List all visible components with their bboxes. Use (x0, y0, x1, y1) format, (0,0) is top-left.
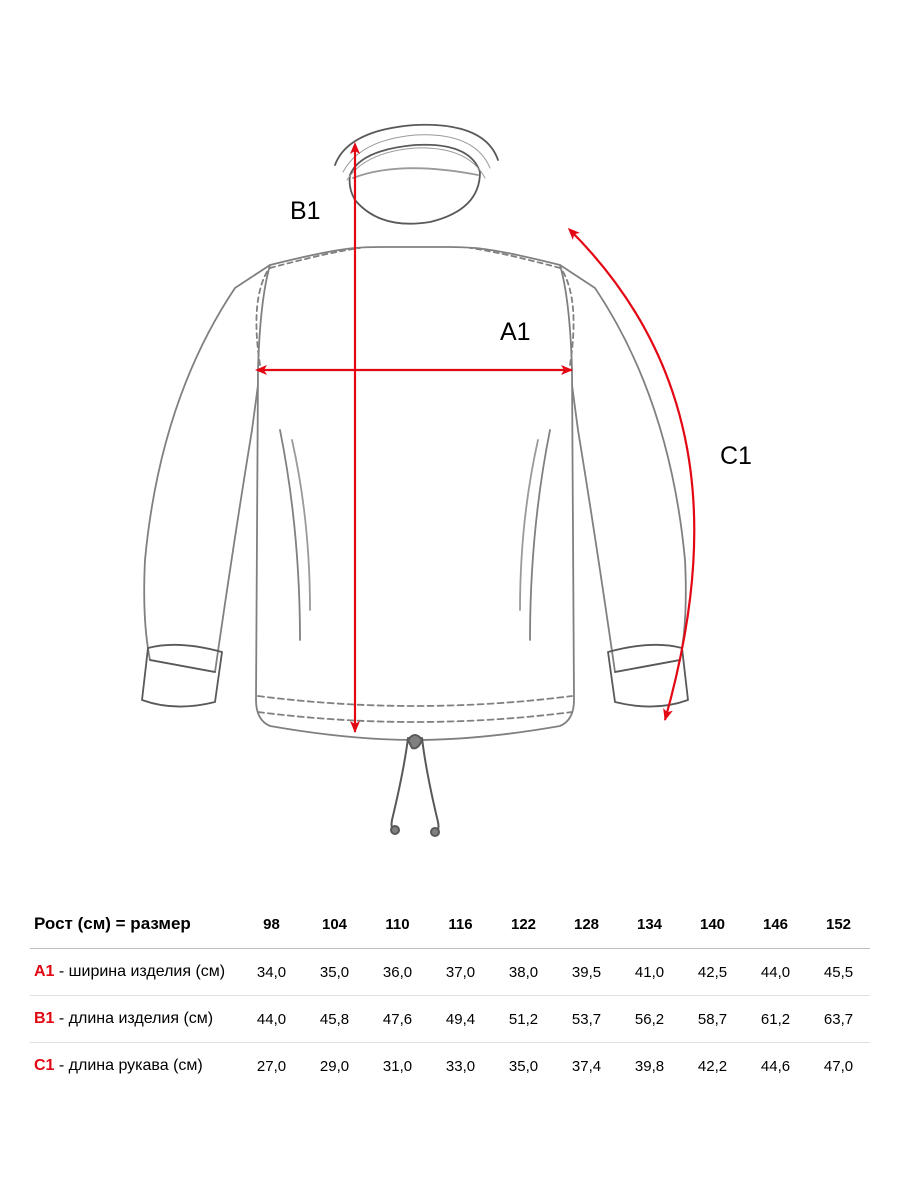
row-code: C1 (34, 1057, 54, 1074)
cell: 45,8 (303, 996, 366, 1043)
table-row: A1 - ширина изделия (см) 34,0 35,0 36,0 … (30, 949, 870, 996)
cell: 38,0 (492, 949, 555, 996)
size-col: 104 (303, 900, 366, 949)
table-row: B1 - длина изделия (см) 44,0 45,8 47,6 4… (30, 996, 870, 1043)
cell: 63,7 (807, 996, 870, 1043)
row-label: C1 - длина рукава (см) (30, 1043, 240, 1090)
size-table: Рост (см) = размер 98 104 110 116 122 12… (30, 900, 870, 1089)
cell: 42,5 (681, 949, 744, 996)
cell: 51,2 (492, 996, 555, 1043)
row-desc: - ширина изделия (см) (54, 963, 225, 980)
cell: 35,0 (492, 1043, 555, 1090)
size-col: 110 (366, 900, 429, 949)
label-b1: B1 (290, 197, 321, 226)
cell: 47,6 (366, 996, 429, 1043)
cell: 41,0 (618, 949, 681, 996)
cell: 61,2 (744, 996, 807, 1043)
row-code: B1 (34, 1010, 54, 1027)
cell: 39,5 (555, 949, 618, 996)
cell: 44,0 (744, 949, 807, 996)
cell: 36,0 (366, 949, 429, 996)
cell: 42,2 (681, 1043, 744, 1090)
cell: 39,8 (618, 1043, 681, 1090)
garment-diagram: B1 A1 C1 (0, 0, 900, 900)
cell: 33,0 (429, 1043, 492, 1090)
size-table-header-row: Рост (см) = размер 98 104 110 116 122 12… (30, 900, 870, 949)
cell: 44,0 (240, 996, 303, 1043)
cell: 47,0 (807, 1043, 870, 1090)
cell: 37,4 (555, 1043, 618, 1090)
cell: 58,7 (681, 996, 744, 1043)
cell: 45,5 (807, 949, 870, 996)
cell: 44,6 (744, 1043, 807, 1090)
row-code: A1 (34, 963, 54, 980)
label-c1: C1 (720, 442, 752, 471)
size-col: 146 (744, 900, 807, 949)
size-col: 152 (807, 900, 870, 949)
cell: 37,0 (429, 949, 492, 996)
size-table-container: Рост (см) = размер 98 104 110 116 122 12… (30, 900, 870, 1089)
size-chart-page: B1 A1 C1 Рост (см) = размер 98 104 110 1… (0, 0, 900, 1200)
cell: 31,0 (366, 1043, 429, 1090)
row-label: B1 - длина изделия (см) (30, 996, 240, 1043)
label-a1: A1 (500, 318, 531, 347)
cell: 34,0 (240, 949, 303, 996)
cell: 35,0 (303, 949, 366, 996)
cell: 27,0 (240, 1043, 303, 1090)
size-col: 98 (240, 900, 303, 949)
garment-svg (0, 0, 900, 900)
row-desc: - длина рукава (см) (54, 1057, 202, 1074)
garment-outline (142, 125, 688, 836)
table-row: C1 - длина рукава (см) 27,0 29,0 31,0 33… (30, 1043, 870, 1090)
row-desc: - длина изделия (см) (54, 1010, 213, 1027)
cell: 53,7 (555, 996, 618, 1043)
cell: 56,2 (618, 996, 681, 1043)
row-label: A1 - ширина изделия (см) (30, 949, 240, 996)
header-label: Рост (см) = размер (30, 900, 240, 949)
size-col: 134 (618, 900, 681, 949)
size-col: 122 (492, 900, 555, 949)
size-col: 116 (429, 900, 492, 949)
cell: 49,4 (429, 996, 492, 1043)
size-col: 140 (681, 900, 744, 949)
size-col: 128 (555, 900, 618, 949)
cell: 29,0 (303, 1043, 366, 1090)
